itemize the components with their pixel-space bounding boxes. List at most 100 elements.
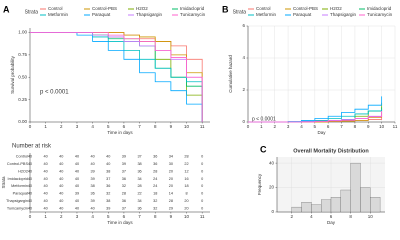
- risk-count: 24: [153, 177, 157, 181]
- risk-count: 40: [59, 192, 63, 196]
- x-tick-label: 4: [91, 124, 94, 129]
- x-axis-label: Time in days: [107, 130, 133, 135]
- risk-count: 22: [184, 162, 188, 166]
- row-label: Thapsigargin: [6, 199, 28, 203]
- x-tick-label: 1: [260, 124, 263, 129]
- risk-count: 40: [44, 192, 48, 196]
- x-tick-label: 8: [154, 214, 157, 219]
- x-tick-label: 7: [138, 124, 141, 129]
- risk-count: 28: [137, 184, 141, 188]
- row-label: Control: [16, 155, 28, 159]
- risk-count: 40: [44, 162, 48, 166]
- risk-count: 20: [184, 199, 188, 203]
- y-axis-label: Cumulative hazard: [228, 55, 233, 93]
- histogram-bar: [321, 199, 332, 213]
- legend-label: Control: [48, 6, 63, 11]
- risk-count: 40: [75, 169, 79, 173]
- risk-count: 40: [75, 155, 79, 159]
- y-tick-label: 4: [242, 55, 245, 60]
- risk-count: 36: [137, 169, 141, 173]
- y-tick-label: 0: [242, 119, 245, 124]
- risk-count: 40: [59, 155, 63, 159]
- x-tick-label: 8: [354, 124, 357, 129]
- risk-count: 39: [90, 169, 94, 173]
- risk-count: 40: [44, 184, 48, 188]
- x-tick-label: 11: [393, 124, 398, 129]
- x-tick-label: 7: [138, 214, 141, 219]
- panel-label: A: [3, 4, 10, 14]
- legend-label: H2O2: [330, 6, 342, 11]
- risk-count: 40: [44, 177, 48, 181]
- legend-label: Thapsigargin: [330, 12, 357, 17]
- survival-line: [30, 32, 203, 122]
- row-label: Control-PBS: [7, 162, 29, 166]
- x-tick-label: 5: [107, 214, 110, 219]
- risk-count: 28: [122, 192, 126, 196]
- risk-count: 39: [90, 177, 94, 181]
- legend-label: Imidacloprid: [180, 6, 205, 11]
- table-title: Number at risk: [12, 144, 52, 150]
- risk-count: 39: [90, 199, 94, 203]
- x-tick-label: 7: [340, 124, 343, 129]
- risk-count: 38: [106, 169, 110, 173]
- histogram-bar: [291, 206, 302, 213]
- histogram-bar: [350, 162, 361, 213]
- risk-count: 8: [185, 192, 187, 196]
- legend-label: Control-PBS: [92, 6, 117, 11]
- risk-count: 20: [169, 169, 173, 173]
- panel-label: B: [222, 4, 229, 14]
- risk-count: 36: [122, 199, 126, 203]
- annotation: p < 0.0001: [40, 90, 69, 96]
- risk-count: 0: [201, 169, 203, 173]
- risk-count: 36: [153, 155, 157, 159]
- x-tick-label: 5: [314, 124, 317, 129]
- row-label: Paraquat: [13, 192, 29, 196]
- x-tick-label: 6: [123, 124, 126, 129]
- risk-count: 40: [59, 177, 63, 181]
- risk-count: 38: [90, 184, 94, 188]
- risk-count: 39: [106, 206, 110, 210]
- legend-label: Tunicamycin: [180, 12, 206, 17]
- legend-label: Imidacloprid: [367, 6, 392, 11]
- y-tick-label: 0: [271, 209, 274, 214]
- x-tick-label: 10: [184, 214, 190, 219]
- risk-count: 39: [122, 155, 126, 159]
- x-tick-label: 4: [310, 214, 313, 219]
- x-tick-label: 9: [367, 124, 370, 129]
- risk-count: 37: [137, 155, 141, 159]
- legend-label: Control-PBS: [293, 6, 318, 11]
- risk-count: 40: [59, 162, 63, 166]
- x-tick-label: 6: [330, 214, 333, 219]
- x-tick-label: 6: [327, 124, 330, 129]
- risk-count: 40: [75, 206, 79, 210]
- risk-count: 28: [153, 169, 157, 173]
- risk-count: 36: [153, 162, 157, 166]
- risk-count: 18: [153, 192, 157, 196]
- histogram-bar: [330, 197, 341, 213]
- risk-count: 39: [75, 192, 79, 196]
- risk-count: 32: [122, 184, 126, 188]
- legend-label: Tunicamycin: [367, 12, 393, 17]
- risk-count: 40: [59, 169, 63, 173]
- x-tick-label: 0: [29, 124, 32, 129]
- risk-count: 34: [137, 177, 141, 181]
- legend-label: Control: [256, 6, 271, 11]
- risk-count: 36: [106, 184, 110, 188]
- x-tick-label: 8: [349, 214, 352, 219]
- x-tick-label: 2: [290, 214, 293, 219]
- risk-count: 22: [137, 192, 141, 196]
- risk-count: 0: [201, 184, 203, 188]
- y-tick-label: 0.75: [18, 52, 27, 57]
- risk-count: 24: [153, 184, 157, 188]
- y-tick-label: 6: [242, 23, 245, 28]
- risk-count: 32: [153, 206, 157, 210]
- x-tick-label: 3: [76, 124, 79, 129]
- risk-count: 40: [75, 184, 79, 188]
- risk-count: 40: [44, 169, 48, 173]
- risk-count: 40: [90, 162, 94, 166]
- risk-count: 32: [153, 199, 157, 203]
- risk-count: 28: [169, 199, 173, 203]
- risk-count: 0: [201, 155, 203, 159]
- risk-count: 39: [122, 162, 126, 166]
